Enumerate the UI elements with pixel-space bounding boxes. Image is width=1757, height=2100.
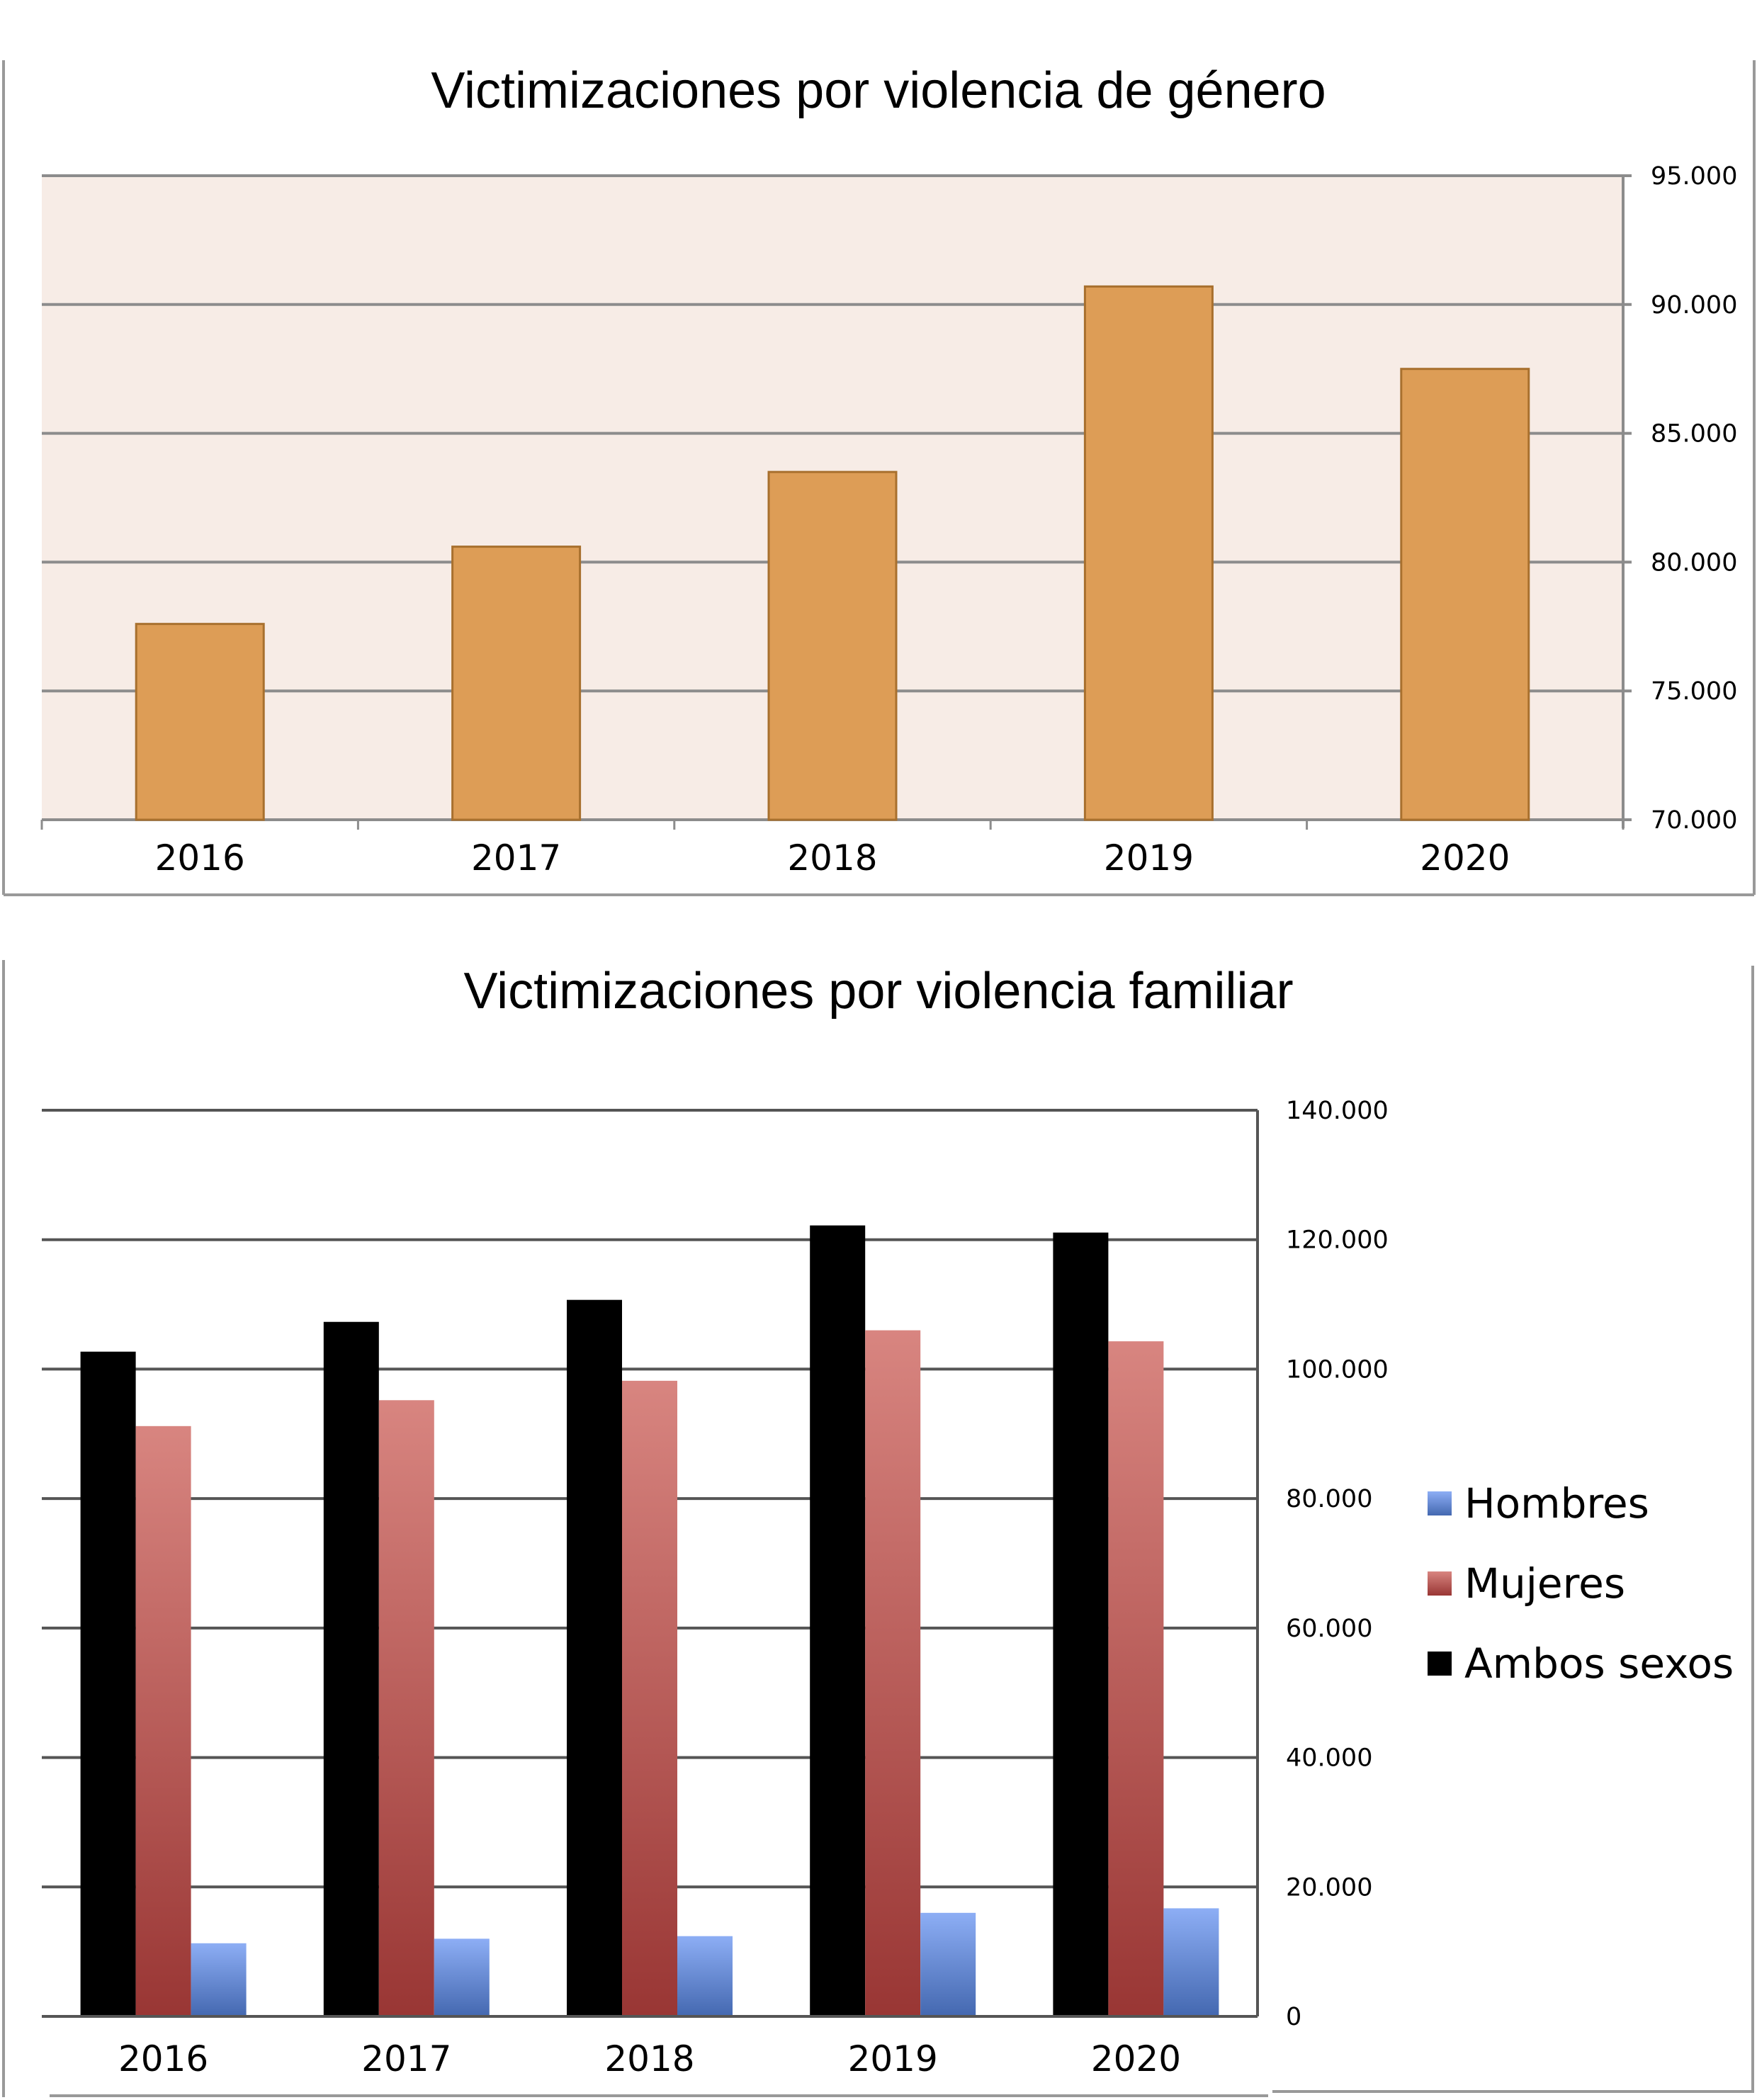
x-tick-label: 2016: [118, 2038, 208, 2079]
bar-hombres-2016: [191, 1943, 247, 2016]
legend-swatch-ambos-sexos: [1428, 1652, 1452, 1676]
bar-2018: [767, 470, 898, 821]
legend-label: Hombres: [1464, 1479, 1649, 1528]
y-tick-label: 90.000: [1651, 291, 1737, 320]
y-tick-label: 85.000: [1651, 420, 1737, 448]
bar-2016: [135, 623, 265, 821]
y-tick-label: 100.000: [1286, 1355, 1389, 1384]
y-tick-label: 70.000: [1651, 806, 1737, 835]
y-tick-label: 95.000: [1651, 162, 1737, 191]
chart1-frame: [2, 60, 1756, 896]
y-tick-label: 80.000: [1286, 1485, 1372, 1513]
x-tick-label: 2016: [155, 837, 245, 879]
x-tick-label: 2020: [1091, 2038, 1181, 2079]
x-tick-label: 2018: [604, 2038, 694, 2079]
bar-ambos-sexos-2020: [1053, 1232, 1109, 2016]
bar-ambos-sexos-2019: [810, 1225, 866, 2016]
legend-label: Ambos sexos: [1464, 1639, 1734, 1688]
bar-2019: [1083, 285, 1214, 821]
bar-ambos-sexos-2018: [567, 1299, 622, 2016]
bar-2017: [451, 546, 582, 821]
x-tick-label: 2019: [848, 2038, 938, 2079]
legend-label: Mujeres: [1464, 1559, 1625, 1608]
x-tick-label: 2019: [1104, 837, 1194, 879]
bar-2020: [1400, 368, 1530, 821]
y-tick-label: 60.000: [1286, 1615, 1372, 1643]
x-tick-label: 2020: [1420, 837, 1510, 879]
bar-mujeres-2017: [378, 1400, 434, 2016]
y-tick-label: 140.000: [1286, 1097, 1389, 1125]
chart2-title: Victimizaciones por violencia familiar: [463, 963, 1293, 1020]
x-tick-label: 2017: [471, 837, 561, 879]
y-tick-label: 40.000: [1286, 1744, 1372, 1773]
y-tick-label: 80.000: [1651, 548, 1737, 577]
y-tick-label: 20.000: [1286, 1873, 1372, 1902]
y-tick-label: 120.000: [1286, 1226, 1389, 1255]
bar-mujeres-2018: [622, 1380, 677, 2016]
bar-ambos-sexos-2016: [80, 1351, 136, 2016]
legend-swatch-mujeres: [1428, 1571, 1452, 1596]
bar-mujeres-2020: [1108, 1341, 1164, 2016]
bar-hombres-2020: [1163, 1908, 1219, 2016]
bar-hombres-2017: [434, 1938, 490, 2016]
y-tick-label: 0: [1286, 2003, 1301, 2031]
x-tick-label: 2018: [787, 837, 877, 879]
bar-ambos-sexos-2017: [323, 1321, 379, 2016]
bar-mujeres-2019: [865, 1330, 921, 2016]
bar-hombres-2019: [920, 1912, 976, 2016]
chart1-title: Victimizaciones por violencia de género: [431, 62, 1326, 119]
legend-swatch-hombres: [1428, 1491, 1452, 1515]
x-tick-label: 2017: [361, 2038, 451, 2079]
bar-hombres-2018: [677, 1936, 733, 2016]
bar-mujeres-2016: [135, 1426, 191, 2016]
y-tick-label: 75.000: [1651, 677, 1737, 706]
chart2-frame: [2, 960, 1754, 2097]
